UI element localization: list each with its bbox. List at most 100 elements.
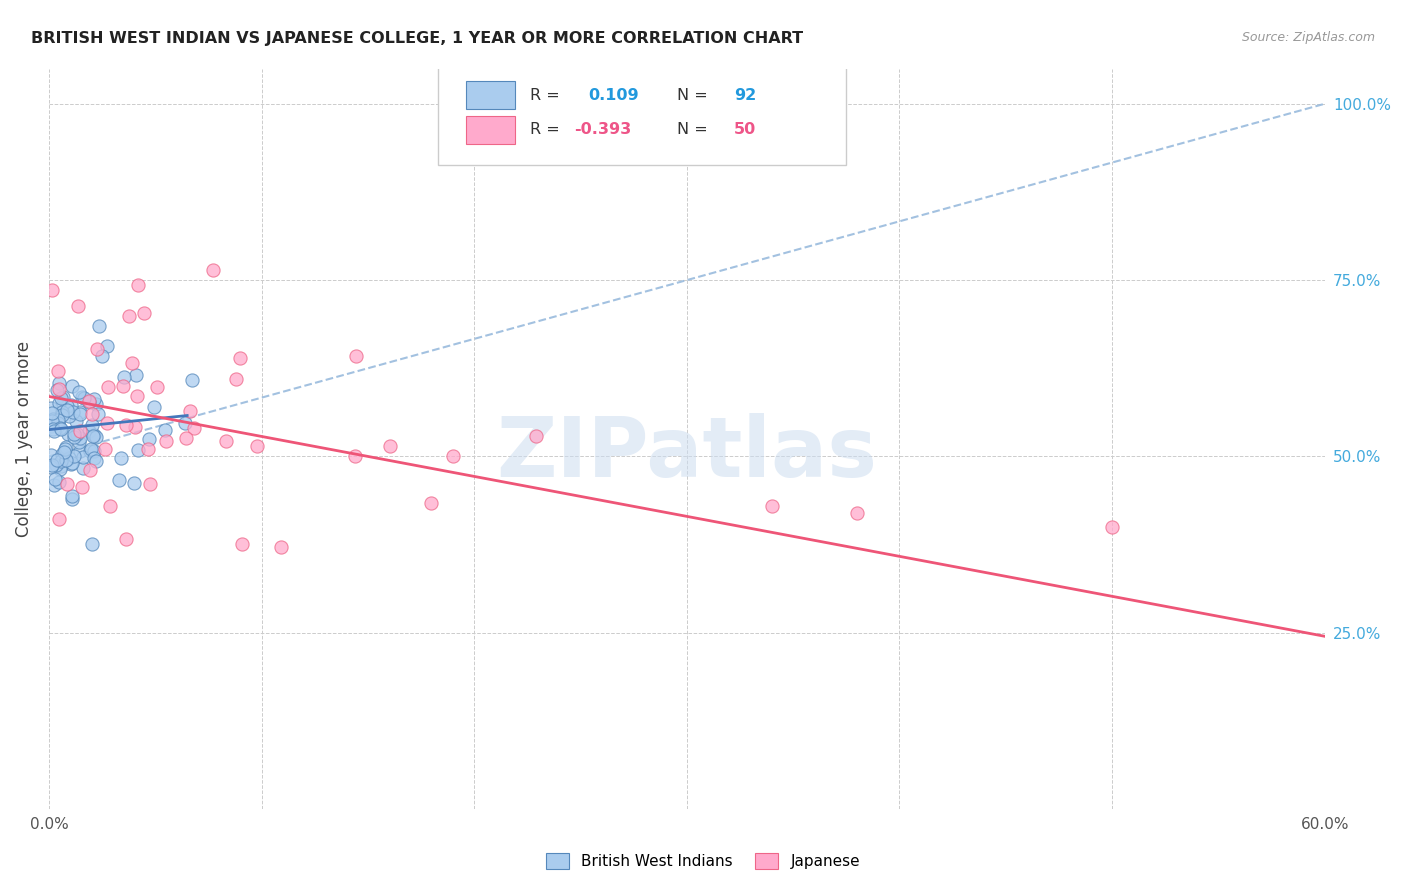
Text: -0.393: -0.393 bbox=[575, 122, 631, 137]
Text: 50: 50 bbox=[734, 122, 756, 137]
Point bbox=[72, 461, 94, 475]
Point bbox=[84, 397, 107, 411]
Point bbox=[55, 453, 77, 467]
Point bbox=[60, 489, 83, 503]
Point bbox=[65, 414, 87, 428]
Point bbox=[420, 496, 443, 510]
Point bbox=[1101, 520, 1123, 534]
Point bbox=[201, 263, 224, 277]
FancyBboxPatch shape bbox=[467, 116, 515, 144]
Point bbox=[270, 540, 292, 554]
Point bbox=[41, 406, 63, 420]
Point bbox=[51, 453, 73, 467]
Point bbox=[70, 391, 93, 405]
Point bbox=[174, 416, 197, 430]
Point bbox=[79, 463, 101, 477]
Point bbox=[53, 442, 76, 456]
Point bbox=[79, 443, 101, 458]
Point bbox=[62, 430, 84, 444]
Text: R =: R = bbox=[530, 88, 565, 103]
Text: ZIPatlas: ZIPatlas bbox=[496, 413, 877, 494]
Point bbox=[56, 477, 79, 491]
Point bbox=[60, 398, 83, 412]
Point bbox=[63, 426, 86, 441]
Point bbox=[77, 393, 100, 408]
Point bbox=[60, 378, 83, 392]
Point bbox=[127, 442, 149, 457]
Point bbox=[69, 405, 91, 419]
Point bbox=[225, 372, 247, 386]
Point bbox=[121, 356, 143, 370]
Point bbox=[87, 319, 110, 334]
Point bbox=[80, 417, 103, 432]
Text: 92: 92 bbox=[734, 88, 756, 103]
Text: N =: N = bbox=[676, 88, 713, 103]
Text: R =: R = bbox=[530, 122, 565, 137]
Point bbox=[44, 458, 66, 472]
Point bbox=[114, 533, 136, 547]
Point bbox=[49, 421, 72, 435]
Y-axis label: College, 1 year or more: College, 1 year or more bbox=[15, 341, 32, 537]
Point bbox=[52, 391, 75, 405]
Point bbox=[46, 383, 69, 397]
Point bbox=[39, 401, 62, 415]
Point bbox=[127, 389, 149, 403]
Point bbox=[77, 425, 100, 439]
Point bbox=[138, 432, 160, 446]
Point bbox=[229, 351, 252, 365]
Point bbox=[155, 423, 177, 437]
Point bbox=[44, 472, 66, 486]
Point bbox=[125, 368, 148, 383]
Point bbox=[112, 370, 135, 384]
Point bbox=[49, 461, 72, 475]
Point bbox=[39, 419, 62, 434]
Point bbox=[42, 422, 65, 436]
Point bbox=[51, 400, 73, 414]
Point bbox=[155, 434, 177, 449]
Point bbox=[44, 425, 66, 439]
Text: N =: N = bbox=[676, 122, 713, 137]
Point bbox=[136, 442, 159, 456]
Point bbox=[174, 431, 197, 445]
Text: Source: ZipAtlas.com: Source: ZipAtlas.com bbox=[1241, 31, 1375, 45]
Point bbox=[42, 477, 65, 491]
Point bbox=[39, 448, 62, 462]
Point bbox=[67, 435, 90, 450]
Point bbox=[69, 431, 91, 445]
Point bbox=[60, 457, 83, 471]
Point bbox=[179, 404, 201, 418]
Point bbox=[146, 380, 169, 394]
Point bbox=[58, 450, 80, 465]
Point bbox=[77, 395, 100, 409]
Point bbox=[132, 306, 155, 320]
Point bbox=[82, 536, 104, 550]
Point bbox=[65, 426, 87, 441]
FancyBboxPatch shape bbox=[467, 81, 515, 109]
Point bbox=[97, 380, 120, 394]
Point bbox=[60, 491, 83, 506]
Point bbox=[73, 391, 96, 405]
Point bbox=[72, 480, 94, 494]
Point bbox=[56, 402, 79, 417]
Point bbox=[69, 443, 91, 458]
Point bbox=[53, 444, 76, 458]
Point bbox=[84, 430, 107, 444]
Point bbox=[48, 512, 70, 526]
Point bbox=[51, 447, 73, 461]
Point bbox=[51, 408, 73, 422]
Point bbox=[96, 339, 118, 353]
Point bbox=[111, 378, 134, 392]
Point bbox=[48, 376, 70, 391]
Point bbox=[41, 458, 63, 472]
Point bbox=[41, 412, 63, 426]
Point bbox=[83, 451, 105, 466]
Point bbox=[96, 416, 118, 430]
Point bbox=[55, 441, 77, 455]
Point bbox=[62, 405, 84, 419]
Point bbox=[58, 409, 80, 424]
Point bbox=[82, 429, 104, 443]
Point bbox=[110, 450, 132, 465]
Point bbox=[51, 405, 73, 419]
Point bbox=[45, 452, 67, 467]
Point bbox=[108, 473, 131, 487]
